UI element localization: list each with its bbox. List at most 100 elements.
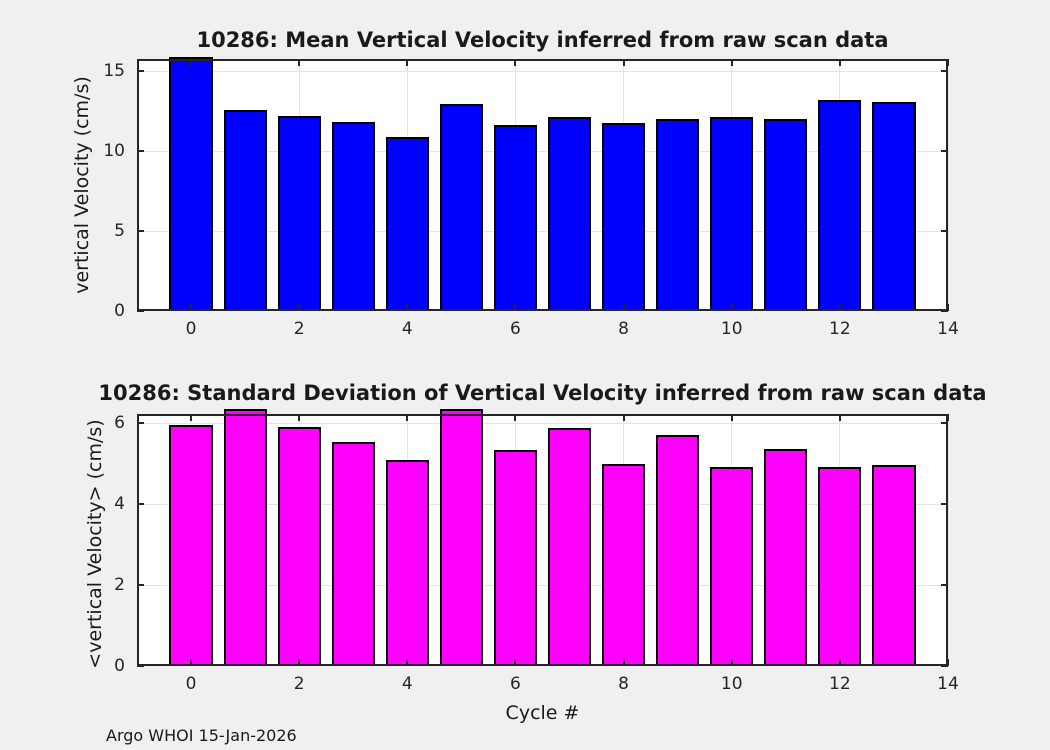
plot-area xyxy=(137,57,949,312)
x-tick-mark xyxy=(622,659,625,666)
y-tick-label: 0 xyxy=(114,301,125,321)
x-tick-label: 12 xyxy=(829,319,851,339)
y-tick-mark xyxy=(941,150,948,152)
x-tick-mark xyxy=(622,304,625,311)
x-tick-mark xyxy=(947,659,949,666)
x-tick-label: 6 xyxy=(510,674,521,694)
y-tick-mark xyxy=(137,150,144,152)
x-tick-mark xyxy=(406,659,409,666)
y-tick-mark xyxy=(941,230,948,232)
y-tick-mark xyxy=(941,503,948,506)
bar-cycle-13 xyxy=(872,464,916,666)
x-tick-mark xyxy=(190,304,193,311)
x-tick-mark xyxy=(622,59,625,66)
x-tick-mark xyxy=(190,59,193,66)
bar-cycle-5 xyxy=(439,103,484,311)
y-gridline xyxy=(137,584,948,586)
bar-cycle-11 xyxy=(764,119,808,311)
y-gridline xyxy=(137,150,948,152)
y-tick-label: 6 xyxy=(114,413,125,434)
bar-cycle-11 xyxy=(764,448,808,666)
y-tick-label: 15 xyxy=(103,61,125,81)
x-tick-label: 10 xyxy=(720,319,743,339)
bar-cycle-9 xyxy=(656,118,700,311)
x-tick-label: 2 xyxy=(293,674,305,694)
bar-cycle-6 xyxy=(493,124,538,311)
bar-cycle-10 xyxy=(710,117,754,311)
bar-cycle-8 xyxy=(601,463,646,666)
x-tick-mark xyxy=(406,59,409,66)
x-tick-mark xyxy=(190,659,193,666)
y-tick-mark xyxy=(137,310,144,312)
x-tick-mark xyxy=(298,414,301,421)
x-tick-mark xyxy=(838,414,841,421)
bar-cycle-5 xyxy=(439,409,484,666)
y-tick-mark xyxy=(941,665,948,667)
y-axis-label: vertical Velocity (cm/s) xyxy=(71,76,93,294)
x-tick-label: 10 xyxy=(720,674,743,694)
x-tick-mark xyxy=(514,659,517,666)
bar-cycle-12 xyxy=(818,466,862,666)
x-tick-mark xyxy=(298,659,301,666)
y-tick-mark xyxy=(137,665,144,667)
y-tick-label: 4 xyxy=(114,494,125,515)
bar-cycle-13 xyxy=(872,102,916,311)
bar-cycle-7 xyxy=(547,116,592,311)
x-tick-mark xyxy=(730,304,733,311)
y-tick-mark xyxy=(941,70,948,72)
x-tick-mark xyxy=(514,59,517,66)
bar-cycle-4 xyxy=(385,137,429,311)
bar-cycle-2 xyxy=(277,115,321,311)
x-tick-label: 8 xyxy=(618,674,629,694)
x-tick-mark xyxy=(406,414,409,421)
y-tick-mark xyxy=(137,422,144,425)
x-tick-label: 12 xyxy=(829,674,851,694)
x-tick-mark xyxy=(514,414,517,421)
plot-background xyxy=(137,59,948,311)
y-tick-mark xyxy=(137,584,144,587)
x-tick-label: 14 xyxy=(937,319,959,339)
y-gridline xyxy=(137,503,948,505)
bar-cycle-1 xyxy=(223,409,267,666)
y-tick-mark xyxy=(941,584,948,587)
y-gridline xyxy=(137,70,948,72)
y-gridline xyxy=(137,422,948,424)
bar-cycle-2 xyxy=(277,427,321,666)
bar-cycle-9 xyxy=(656,434,700,666)
x-tick-mark xyxy=(947,59,949,66)
x-tick-mark xyxy=(838,59,841,66)
y-tick-label: 2 xyxy=(114,575,125,596)
x-gridline xyxy=(947,414,949,666)
x-tick-label: 0 xyxy=(185,319,197,339)
x-tick-label: 4 xyxy=(401,674,413,694)
x-tick-mark xyxy=(298,304,301,311)
y-axis-label: <vertical Velocity> (cm/s) xyxy=(84,419,106,669)
x-tick-mark xyxy=(730,659,733,666)
footer-text: Argo WHOI 15-Jan-2026 xyxy=(106,726,297,745)
x-tick-mark xyxy=(406,304,409,311)
chart-title: 10286: Mean Vertical Velocity inferred f… xyxy=(196,28,889,52)
x-tick-mark xyxy=(298,59,301,66)
y-tick-mark xyxy=(137,70,144,72)
y-tick-label: 10 xyxy=(103,141,125,161)
x-tick-mark xyxy=(190,414,193,421)
bar-cycle-3 xyxy=(331,122,375,311)
x-tick-mark xyxy=(622,414,625,421)
x-tick-label: 6 xyxy=(510,319,521,339)
plot-background xyxy=(137,414,948,666)
bar-cycle-6 xyxy=(493,449,538,666)
bar-cycle-1 xyxy=(223,109,267,311)
bar-cycle-12 xyxy=(818,99,862,311)
x-tick-mark xyxy=(947,414,949,421)
chart-title: 10286: Standard Deviation of Vertical Ve… xyxy=(98,381,987,405)
bar-cycle-3 xyxy=(331,441,375,666)
x-tick-mark xyxy=(730,59,733,66)
x-gridline xyxy=(947,59,949,311)
y-tick-mark xyxy=(941,310,948,312)
x-tick-mark xyxy=(730,414,733,421)
x-axis-label: Cycle # xyxy=(505,702,580,724)
y-tick-label: 5 xyxy=(114,221,125,241)
bar-cycle-10 xyxy=(710,467,754,666)
